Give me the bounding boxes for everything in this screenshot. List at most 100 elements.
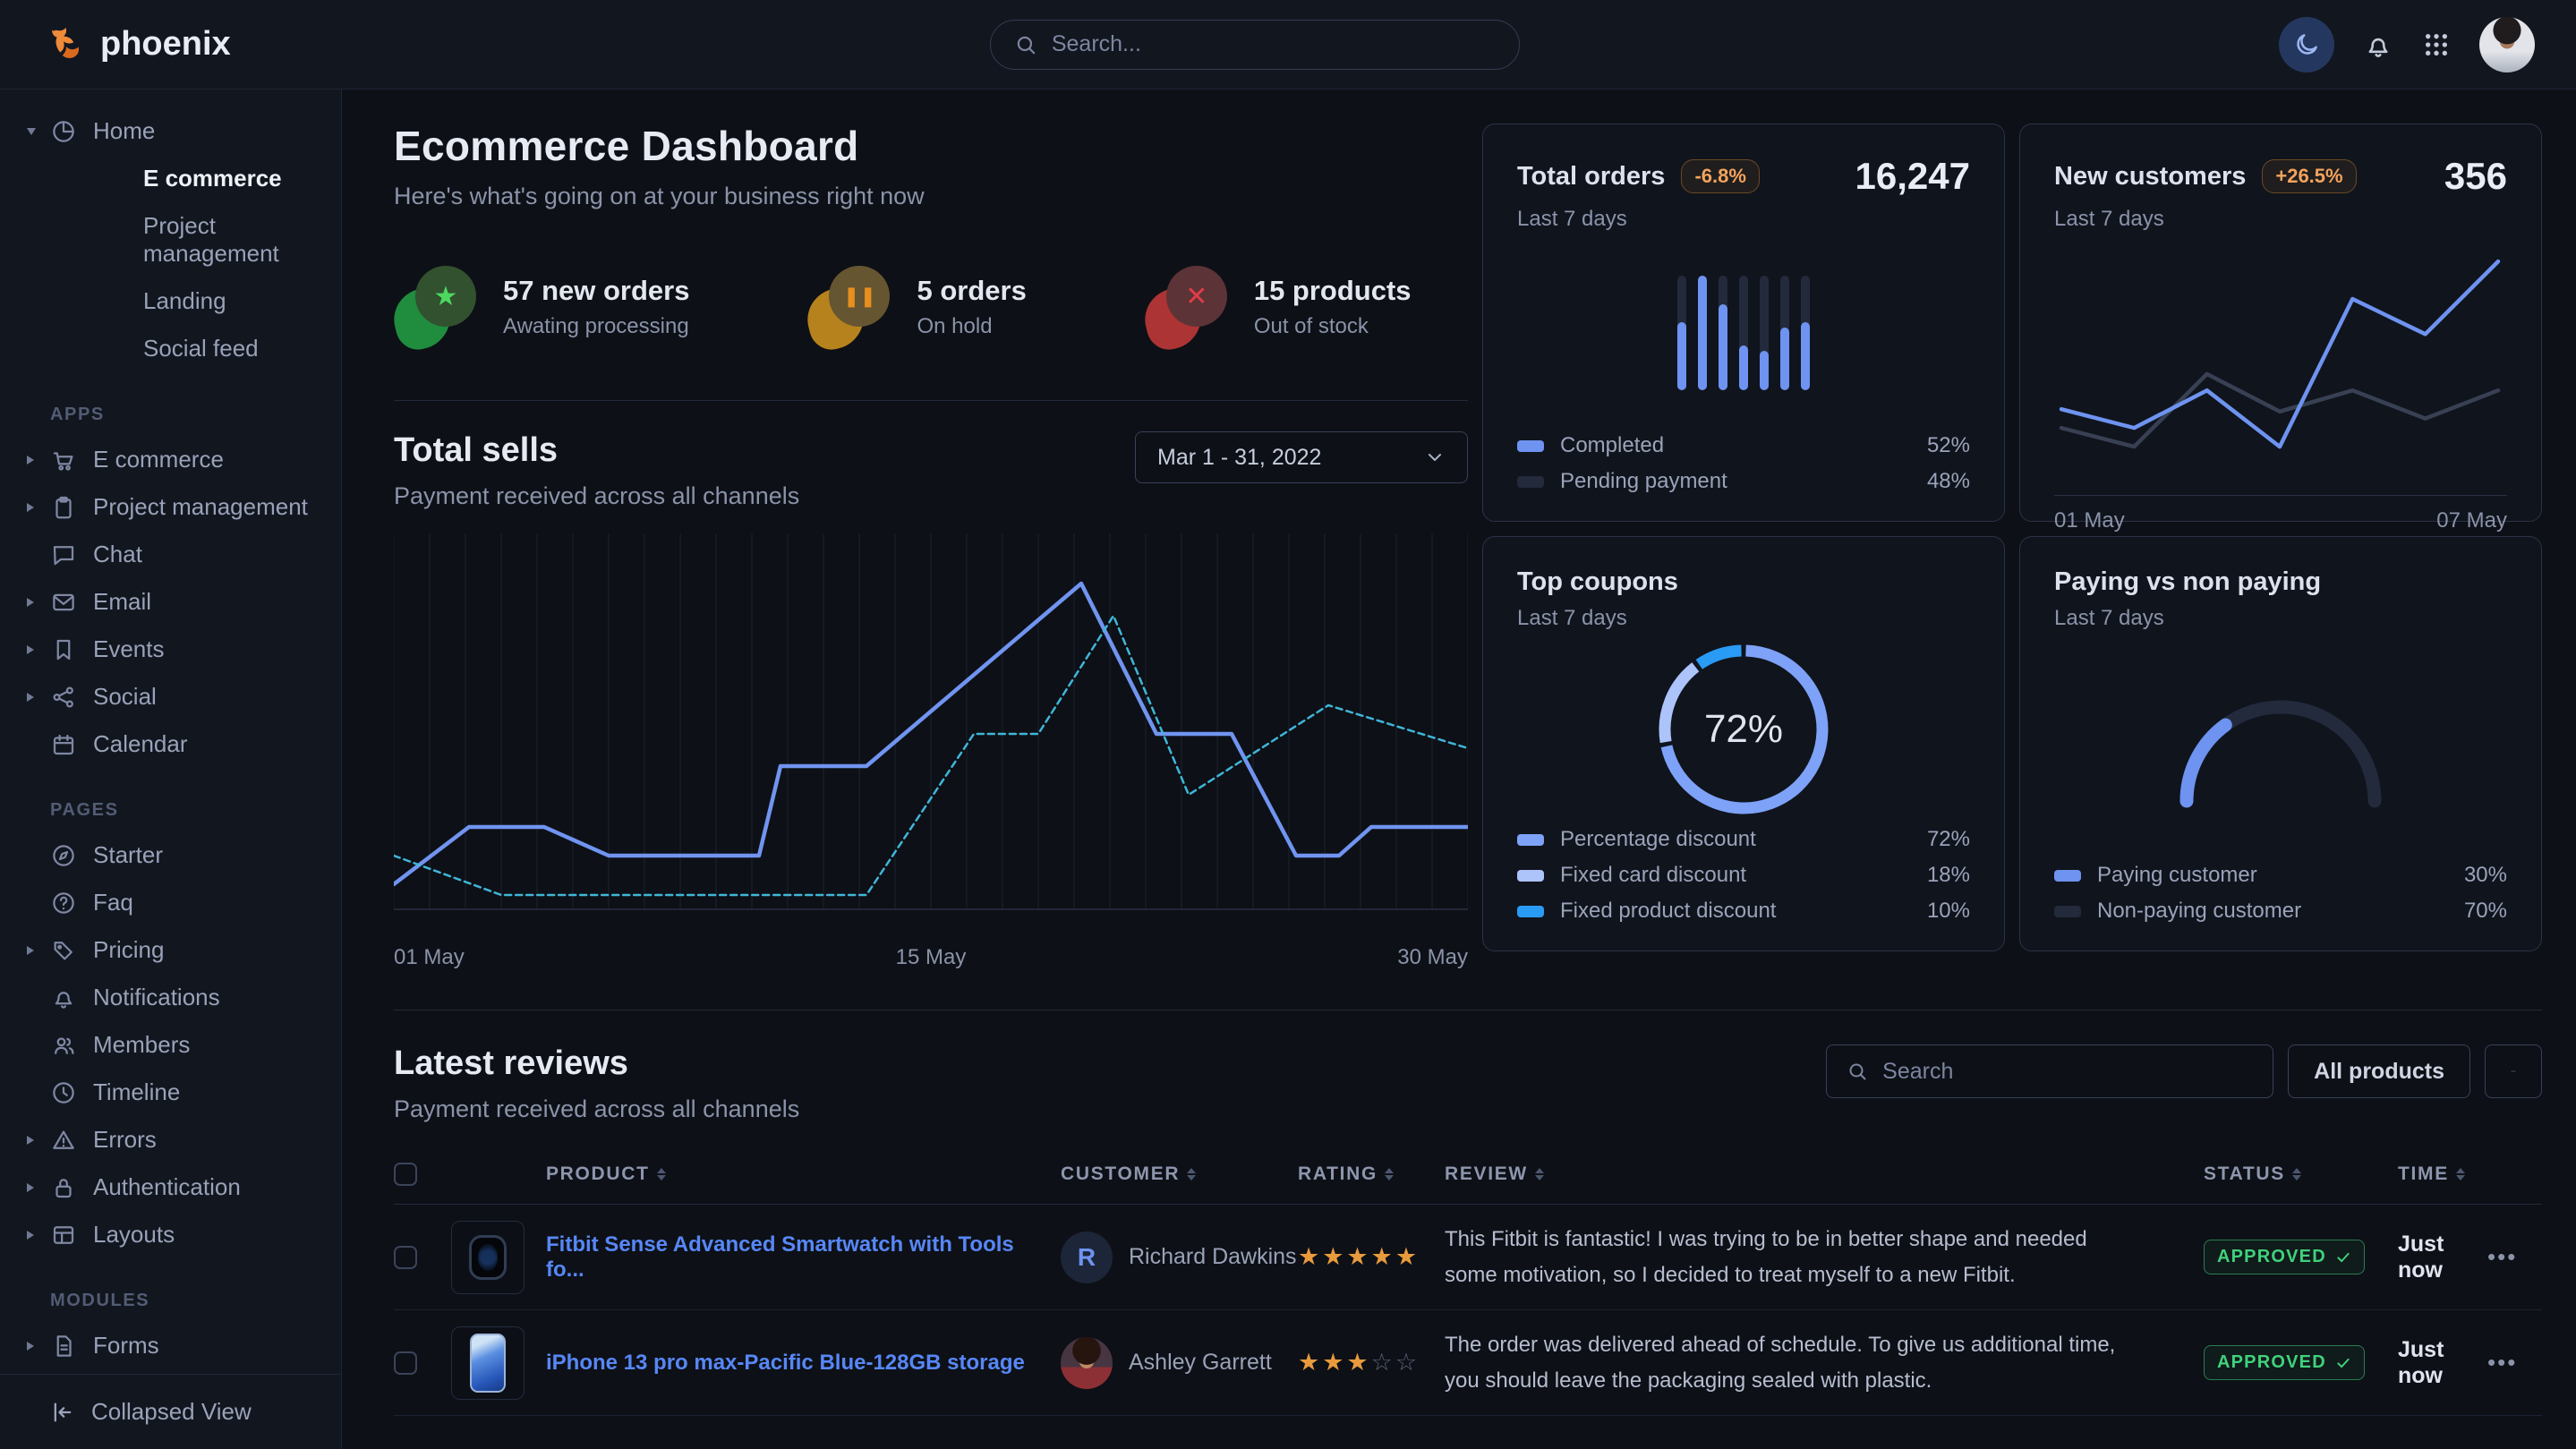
reviews-search-input[interactable]: [1882, 1058, 2254, 1085]
sidebar-item-forms[interactable]: Forms: [0, 1322, 341, 1369]
column-header-customer[interactable]: CUSTOMER: [1061, 1163, 1298, 1185]
row-menu-dots[interactable]: •••: [2487, 1349, 2518, 1376]
stats-row: ★ 57 new orders Awating processing ❚❚ 5 …: [387, 266, 1468, 354]
paying-title: Paying vs non paying: [2054, 567, 2322, 596]
clipboard-icon: [50, 494, 77, 521]
column-header-rating[interactable]: RATING: [1298, 1163, 1445, 1185]
sidebar-item-notifications[interactable]: Notifications: [0, 974, 341, 1021]
sidebar-item-e-commerce[interactable]: E commerce: [0, 436, 341, 483]
product-link[interactable]: Fitbit Sense Advanced Smartwatch with To…: [546, 1232, 1014, 1282]
sidebar-item-members[interactable]: Members: [0, 1021, 341, 1069]
paying-gauge-chart: [2054, 631, 2507, 863]
product-link[interactable]: iPhone 13 pro max-Pacific Blue-128GB sto…: [546, 1350, 1025, 1375]
total-orders-period: Last 7 days: [1517, 207, 1627, 231]
sidebar-item-icons[interactable]: Icons: [0, 1369, 341, 1374]
sidebar-item-home[interactable]: Home: [0, 107, 341, 155]
table-row: Fitbit Sense Advanced Smartwatch with To…: [394, 1205, 2542, 1310]
section-divider: [394, 400, 1468, 401]
row-checkbox[interactable]: [394, 1245, 417, 1269]
select-all-checkbox[interactable]: [394, 1163, 417, 1186]
top-coupons-card: Top coupons Last 7 days 72% Percentage d…: [1482, 536, 2005, 951]
row-checkbox[interactable]: [394, 1351, 417, 1375]
sidebar-item-calendar[interactable]: Calendar: [0, 720, 341, 768]
sidebar-item-errors[interactable]: Errors: [0, 1116, 341, 1163]
sidebar-item-faq[interactable]: Faq: [0, 879, 341, 926]
sidebar-subitem-social-feed[interactable]: Social feed: [143, 335, 259, 362]
sort-icon: [1385, 1168, 1395, 1181]
sidebar-item-pricing[interactable]: Pricing: [0, 926, 341, 974]
x-axis-label: 01 May: [394, 945, 465, 969]
paying-legend: Paying customer 30% Non-paying customer 70%: [2054, 863, 2507, 924]
collapse-icon: [50, 1400, 75, 1425]
x-axis-label: 30 May: [1397, 945, 1468, 969]
sidebar: Home E commerce Project management Landing S…: [0, 89, 342, 1449]
caret-right-icon: [27, 455, 34, 465]
x-axis-label: 07 May: [2436, 508, 2507, 533]
sidebar-subitem-e-commerce[interactable]: E commerce: [143, 165, 282, 192]
sort-icon: [2455, 1168, 2465, 1181]
paying-card: Paying vs non paying Last 7 days Paying …: [2019, 536, 2542, 951]
mail-icon: [50, 589, 77, 616]
column-header-time[interactable]: TIME: [2398, 1163, 2487, 1185]
total-orders-title: Total orders: [1517, 161, 1666, 191]
cart-icon: [50, 447, 77, 473]
latest-reviews-title: Latest reviews: [394, 1044, 628, 1082]
row-menu-dots[interactable]: •••: [2487, 1243, 2518, 1270]
bell-icon: [50, 984, 77, 1011]
sidebar-item-layouts[interactable]: Layouts: [0, 1211, 341, 1258]
reviews-controls: All products: [1826, 1044, 2542, 1098]
sidebar-item-chat[interactable]: Chat: [0, 531, 341, 578]
sidebar-subitem-project-management[interactable]: Project management: [143, 212, 279, 267]
total-orders-legend: Completed 52% Pending payment 48%: [1517, 433, 1970, 494]
top-coupons-title: Top coupons: [1517, 567, 1678, 596]
stat-awating-processing: ★ 57 new orders Awating processing: [387, 266, 689, 354]
customer-avatar: [1061, 1336, 1113, 1389]
chevron-down-icon: [1424, 447, 1446, 468]
date-range-select[interactable]: Mar 1 - 31, 2022: [1135, 431, 1468, 483]
paying-period: Last 7 days: [2054, 606, 2164, 630]
legend-paying-customer: Paying customer 30%: [2054, 863, 2507, 888]
theme-toggle-moon-icon[interactable]: [2279, 16, 2334, 72]
page-title: Ecommerce Dashboard: [394, 123, 859, 169]
column-header-review[interactable]: REVIEW: [1445, 1163, 2204, 1185]
sidebar-item-timeline[interactable]: Timeline: [0, 1069, 341, 1116]
notifications-bell-icon[interactable]: [2363, 30, 2393, 60]
caret-right-icon: [27, 1182, 34, 1192]
product-thumbnail-iphone: [451, 1325, 525, 1400]
user-avatar[interactable]: [2479, 16, 2535, 72]
collapse-view-button[interactable]: Collapsed View: [0, 1374, 341, 1449]
legend-fixed-card-discount: Fixed card discount 18%: [1517, 863, 1970, 888]
apps-grid-icon[interactable]: [2422, 30, 2451, 59]
brand-name: phoenix: [100, 25, 231, 63]
sidebar-item-project-management[interactable]: Project management: [0, 483, 341, 531]
all-products-button[interactable]: All products: [2288, 1044, 2470, 1098]
search-icon: [1014, 33, 1037, 56]
brand[interactable]: phoenix: [48, 25, 231, 64]
sidebar-item-label: Faq: [93, 889, 133, 916]
search-icon: [1847, 1061, 1868, 1082]
sidebar-item-social[interactable]: Social: [0, 673, 341, 720]
sidebar-item-events[interactable]: Events: [0, 626, 341, 673]
total-orders-bar-chart: [1517, 232, 1970, 433]
order-bar: [1739, 275, 1748, 390]
caret-right-icon: [27, 1341, 34, 1351]
stat-value: 15 products: [1253, 275, 1412, 306]
column-header-status[interactable]: STATUS: [2204, 1163, 2398, 1185]
caret-right-icon: [27, 644, 34, 654]
sidebar-subitem-landing[interactable]: Landing: [143, 287, 226, 314]
customer-name: Ashley Garrett: [1129, 1350, 1272, 1375]
sidebar-item-email[interactable]: Email: [0, 578, 341, 626]
sidebar-item-starter[interactable]: Starter: [0, 831, 341, 879]
reviews-search[interactable]: [1826, 1044, 2274, 1098]
stat-label: On hold: [917, 314, 993, 338]
global-search[interactable]: [989, 19, 1520, 70]
global-search-input[interactable]: [1051, 31, 1496, 57]
sidebar-item-authentication[interactable]: Authentication: [0, 1163, 341, 1211]
customer-cell: R Richard Dawkins: [1061, 1231, 1298, 1283]
clock-icon: [50, 1079, 77, 1106]
caret-right-icon: [27, 1135, 34, 1145]
sidebar-section-modules: MODULES: [50, 1291, 150, 1310]
column-header-product[interactable]: PRODUCT: [546, 1163, 1061, 1185]
star-stat-icon: ★: [387, 266, 480, 354]
more-options-button[interactable]: [2485, 1044, 2542, 1098]
